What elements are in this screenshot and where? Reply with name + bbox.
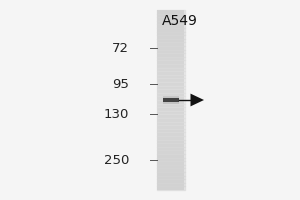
Bar <box>163 96 179 104</box>
Text: 250: 250 <box>103 154 129 166</box>
Bar <box>163 98 179 102</box>
Text: 95: 95 <box>112 78 129 90</box>
Text: A549: A549 <box>162 14 198 28</box>
Text: 72: 72 <box>112 42 129 54</box>
Text: 130: 130 <box>103 108 129 120</box>
Polygon shape <box>190 94 204 106</box>
Bar <box>158 10 184 190</box>
